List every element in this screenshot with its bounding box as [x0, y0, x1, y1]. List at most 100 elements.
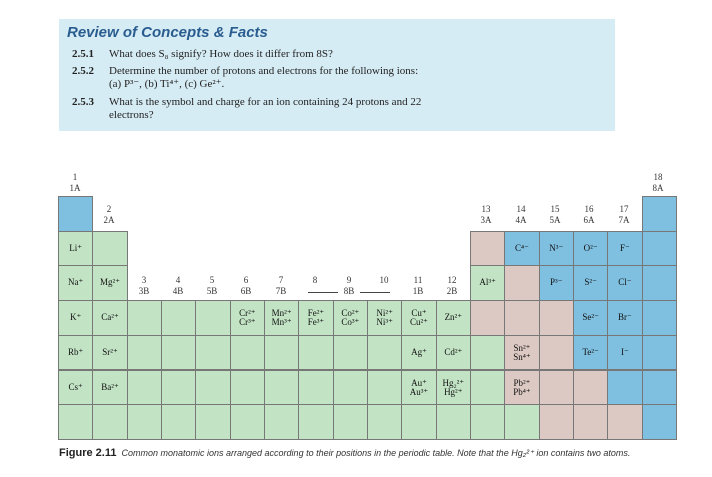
- group-label-7: 7 7B: [275, 275, 287, 296]
- element-cell: [263, 404, 300, 440]
- element-cell: N³⁻: [538, 230, 574, 267]
- ion-label: Ag⁺: [411, 346, 427, 357]
- ion-label: Na⁺: [68, 277, 84, 288]
- group-8b-bracket-right: [360, 292, 390, 293]
- question-number: 2.5.1: [72, 48, 94, 60]
- ion-label: Se²⁻: [582, 312, 599, 323]
- question-text: What is the symbol and charge for an ion…: [109, 96, 422, 108]
- element-cell: Sn²⁺ Sn⁴⁺: [504, 334, 540, 371]
- element-cell: [195, 334, 231, 371]
- group-label-9: 9 8B: [343, 275, 355, 296]
- ion-label: F⁻: [620, 242, 630, 253]
- figure-caption: Figure 2.11 Common monatomic ions arrange…: [59, 447, 630, 459]
- element-cell: [641, 196, 677, 232]
- ion-label: O²⁻: [583, 242, 598, 253]
- element-cell: [332, 334, 368, 371]
- element-cell: [504, 265, 540, 302]
- ion-label: Au⁺ Au³⁺: [409, 377, 429, 397]
- ion-label: P³⁻: [550, 277, 563, 288]
- element-cell: [366, 404, 403, 440]
- element-cell: [263, 334, 300, 371]
- ion-label: Pb²⁺ Pb⁴⁺: [513, 377, 531, 397]
- element-cell: [607, 404, 643, 440]
- group-label-12: 12 2B: [446, 275, 458, 296]
- element-cell: C⁴⁻: [504, 230, 540, 267]
- element-cell: [641, 404, 677, 440]
- group-label-14: 14 4A: [515, 204, 527, 225]
- ion-label: Fe²⁺ Fe³⁺: [307, 308, 325, 328]
- element-cell: F⁻: [607, 230, 643, 267]
- element-cell: [435, 404, 471, 440]
- ion-label: Al³⁺: [479, 277, 496, 288]
- ion-label: Li⁺: [69, 242, 83, 253]
- element-cell: K⁺: [58, 300, 94, 336]
- group-label-11: 11 1B: [412, 275, 424, 296]
- ion-label: Sr²⁺: [102, 346, 118, 357]
- periodic-table: Li⁺ C⁴⁻ N³⁻ O²⁻ F⁻ Na⁺ Mg²⁺ Al³⁺ P³⁻ S²⁻ Cl⁻ K⁺ Ca²⁺…: [58, 196, 677, 440]
- element-cell: [229, 404, 265, 440]
- element-cell: Sr²⁺: [92, 334, 128, 371]
- element-cell: [469, 334, 506, 371]
- figure-label: Figure 2.11: [59, 447, 117, 459]
- element-cell: Fe²⁺ Fe³⁺: [298, 300, 334, 336]
- element-cell: [126, 404, 162, 440]
- element-cell: [332, 369, 368, 406]
- element-cell: [92, 404, 128, 440]
- element-cell: [160, 369, 197, 406]
- group-label-5: 5 5B: [206, 275, 218, 296]
- review-title: Review of Concepts & Facts: [67, 24, 268, 41]
- element-cell: [58, 196, 94, 232]
- group-label-18: 18 8A: [652, 172, 664, 193]
- element-cell: Te²⁻: [572, 334, 609, 371]
- group-label-10: 10: [379, 275, 389, 285]
- question-text: What does S₈ signify? How does it differ…: [109, 48, 333, 60]
- ion-label: Mn²⁺ Mn³⁺: [271, 308, 292, 328]
- ion-label: Mg²⁺: [100, 277, 120, 288]
- group-label-6: 6 6B: [240, 275, 252, 296]
- group-8b-bracket-left: [308, 292, 338, 293]
- ion-label: Cl⁻: [618, 277, 632, 288]
- element-cell: Na⁺: [58, 265, 94, 302]
- element-cell: [366, 334, 403, 371]
- question-number: 2.5.3: [72, 96, 94, 108]
- element-cell: [538, 404, 574, 440]
- element-cell: [538, 334, 574, 371]
- question-text-line2: (a) P³⁻, (b) Ti⁴⁺, (c) Ge²⁺.: [109, 78, 225, 90]
- ion-label: Zn²⁺: [444, 312, 463, 323]
- element-cell: Li⁺: [58, 230, 94, 267]
- group-label-1: 1 1A: [69, 172, 81, 193]
- ion-label: Rb⁺: [68, 346, 84, 357]
- element-cell: I⁻: [607, 334, 643, 371]
- element-cell: [195, 369, 231, 406]
- element-cell: [298, 404, 334, 440]
- ion-label: Cr²⁺ Cr³⁺: [239, 308, 256, 328]
- element-cell: [538, 300, 574, 336]
- ion-label: Br⁻: [618, 312, 632, 323]
- element-cell: Au⁺ Au³⁺: [401, 369, 437, 406]
- element-cell: [469, 300, 506, 336]
- element-cell: [160, 300, 197, 336]
- element-cell: Al³⁺: [469, 265, 506, 302]
- group-label-15: 15 5A: [549, 204, 561, 225]
- element-cell: [469, 404, 506, 440]
- element-cell: [92, 230, 128, 267]
- element-cell: [195, 300, 231, 336]
- group-label-2: 2 2A: [103, 204, 115, 225]
- ion-label: Sn²⁺ Sn⁴⁺: [513, 342, 531, 362]
- caption-text: Common monatomic ions arranged according…: [121, 448, 631, 458]
- ion-label: S²⁻: [584, 277, 597, 288]
- group-label-8: 8: [312, 275, 318, 285]
- group-label-16: 16 6A: [583, 204, 595, 225]
- ion-label: Cs⁺: [68, 381, 83, 392]
- question-text-line2: electrons?: [109, 109, 154, 121]
- ion-label: K⁺: [70, 312, 82, 323]
- element-cell: [641, 300, 677, 336]
- question-number: 2.5.2: [72, 65, 94, 77]
- element-cell: [401, 404, 437, 440]
- ion-label: C⁴⁻: [514, 242, 529, 253]
- element-cell: Mg²⁺: [92, 265, 128, 302]
- element-cell: [195, 404, 231, 440]
- element-cell: P³⁻: [538, 265, 574, 302]
- element-cell: [126, 300, 162, 336]
- group-label-4: 4 4B: [172, 275, 184, 296]
